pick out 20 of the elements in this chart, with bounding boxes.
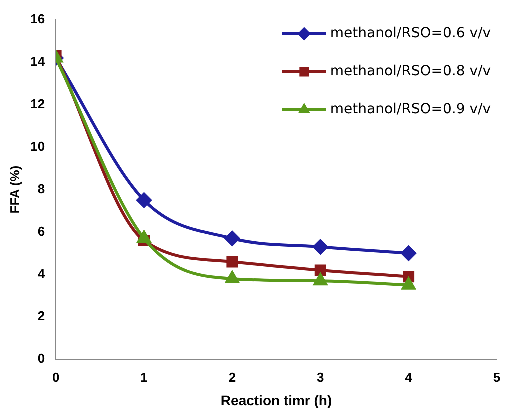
y-tick-label: 8 [38,181,46,196]
x-tick-label: 3 [317,370,324,385]
y-tick-label: 6 [38,224,46,239]
legend-label: methanol/RSO=0.9 v/v [330,102,492,118]
x-axis-title: Reaction timr (h) [220,392,332,408]
x-tick-label: 2 [228,370,236,385]
y-tick-label: 14 [30,54,46,70]
x-tick-label: 0 [52,370,60,385]
y-tick-label: 10 [30,138,46,154]
legend-label: methanol/RSO=0.6 v/v [330,26,492,42]
y-tick-label: 4 [38,266,46,282]
y-axis-title: FFA (%) [7,166,22,214]
y-tick-label: 12 [30,96,46,112]
x-tick-label: 5 [493,370,501,385]
x-tick-label: 1 [140,370,148,385]
x-tick-label: 4 [405,370,414,385]
legend-label: methanol/RSO=0.8 v/v [330,64,492,80]
y-tick-label: 2 [38,308,46,324]
y-tick-label: 0 [38,351,46,366]
y-tick-label: 16 [30,12,46,27]
